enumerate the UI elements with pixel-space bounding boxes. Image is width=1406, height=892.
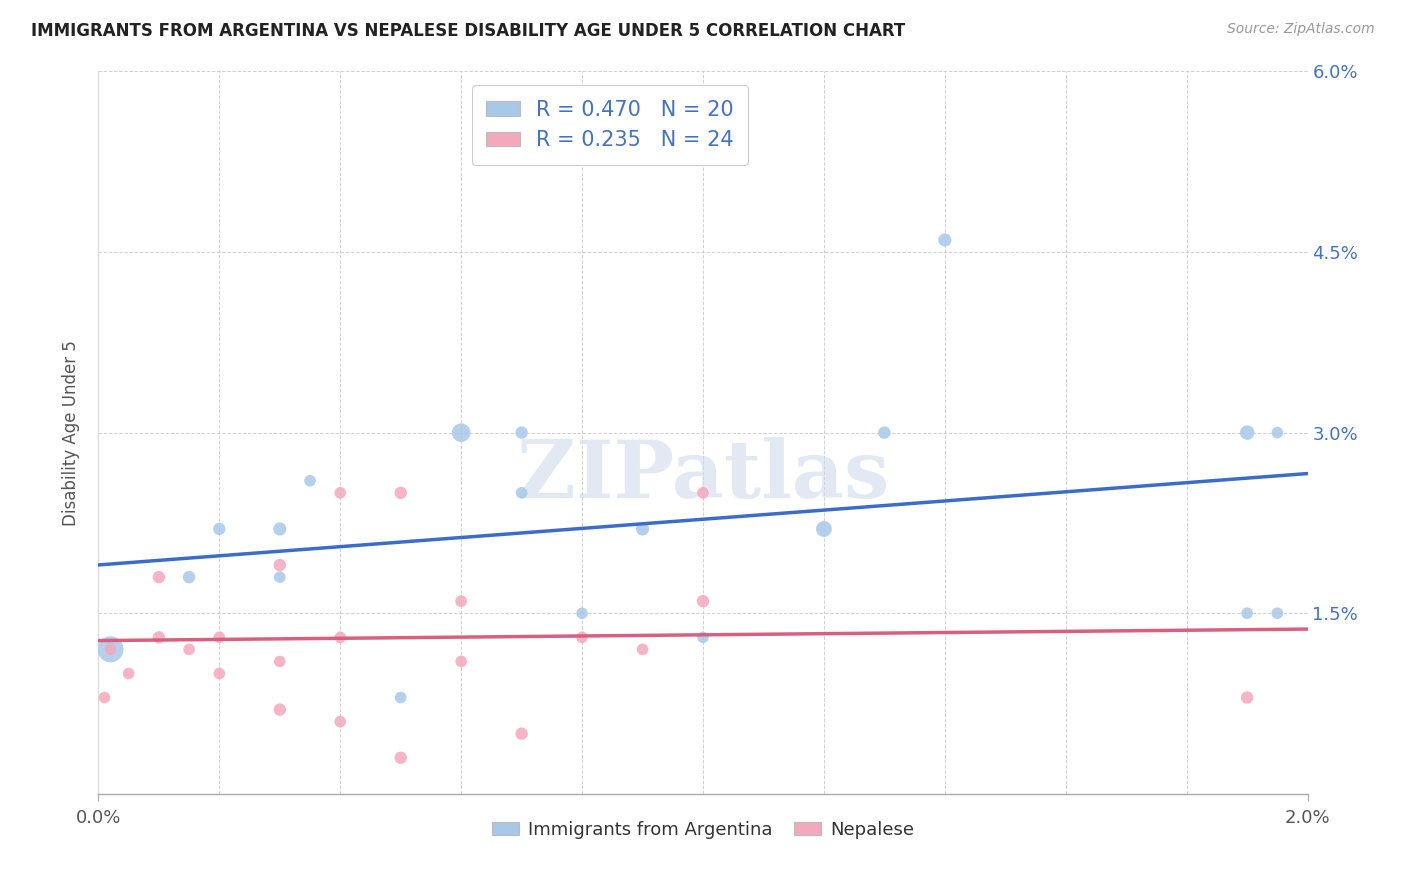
Point xyxy=(450,655,472,669)
Point xyxy=(208,522,231,536)
Point xyxy=(269,655,291,669)
Point xyxy=(329,714,352,729)
Point xyxy=(148,570,170,584)
Point xyxy=(692,594,714,608)
Point xyxy=(208,666,231,681)
Point xyxy=(873,425,896,440)
Point xyxy=(571,607,593,621)
Point xyxy=(389,751,412,765)
Point xyxy=(100,642,122,657)
Point xyxy=(450,425,472,440)
Point xyxy=(631,522,654,536)
Point xyxy=(299,474,322,488)
Point xyxy=(631,642,654,657)
Point xyxy=(692,630,714,644)
Point xyxy=(179,642,201,657)
Point xyxy=(329,485,352,500)
Point xyxy=(118,666,141,681)
Point xyxy=(269,703,291,717)
Point xyxy=(269,570,291,584)
Point xyxy=(1236,607,1258,621)
Text: Source: ZipAtlas.com: Source: ZipAtlas.com xyxy=(1227,22,1375,37)
Point xyxy=(100,642,122,657)
Point xyxy=(269,522,291,536)
Point xyxy=(692,485,714,500)
Point xyxy=(93,690,115,705)
Legend: Immigrants from Argentina, Nepalese: Immigrants from Argentina, Nepalese xyxy=(485,814,921,847)
Point xyxy=(571,630,593,644)
Point xyxy=(1267,425,1289,440)
Point xyxy=(329,630,352,644)
Point xyxy=(389,485,412,500)
Point xyxy=(389,690,412,705)
Point xyxy=(934,233,956,247)
Point xyxy=(1267,607,1289,621)
Text: ZIPatlas: ZIPatlas xyxy=(517,437,889,515)
Point xyxy=(208,630,231,644)
Point xyxy=(148,630,170,644)
Point xyxy=(450,594,472,608)
Point xyxy=(510,425,533,440)
Y-axis label: Disability Age Under 5: Disability Age Under 5 xyxy=(62,340,80,525)
Point xyxy=(510,485,533,500)
Point xyxy=(813,522,835,536)
Point xyxy=(1236,690,1258,705)
Point xyxy=(269,558,291,573)
Point xyxy=(179,570,201,584)
Point xyxy=(1236,425,1258,440)
Text: IMMIGRANTS FROM ARGENTINA VS NEPALESE DISABILITY AGE UNDER 5 CORRELATION CHART: IMMIGRANTS FROM ARGENTINA VS NEPALESE DI… xyxy=(31,22,905,40)
Point xyxy=(510,726,533,740)
